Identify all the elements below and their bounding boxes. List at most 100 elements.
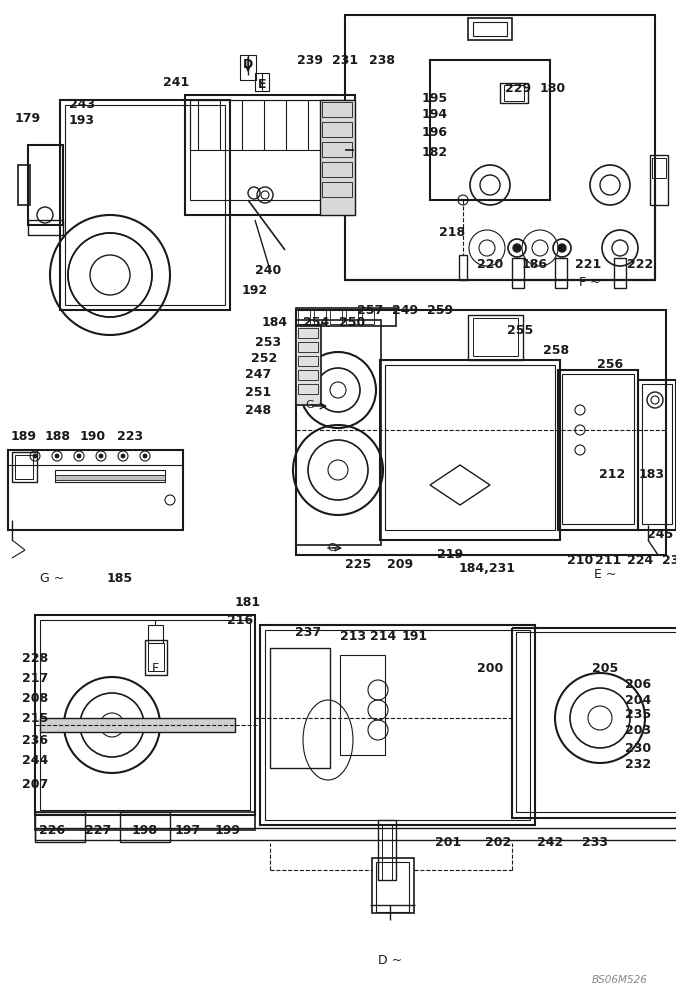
Bar <box>28 145 63 225</box>
Text: 216: 216 <box>227 613 253 626</box>
Text: 184,231: 184,231 <box>458 562 516 574</box>
Text: 207: 207 <box>22 778 48 792</box>
Text: 258: 258 <box>543 344 569 357</box>
Text: 191: 191 <box>402 631 428 644</box>
Text: 212: 212 <box>599 468 625 482</box>
Text: 196: 196 <box>422 125 448 138</box>
Bar <box>468 18 512 40</box>
Text: 231: 231 <box>332 53 358 66</box>
Text: 208: 208 <box>22 692 48 704</box>
Bar <box>148 643 164 671</box>
Bar <box>512 628 676 818</box>
Bar <box>18 165 30 205</box>
Text: 192: 192 <box>242 284 268 296</box>
Bar <box>504 85 524 101</box>
Bar <box>190 100 350 200</box>
Bar <box>296 320 381 545</box>
Bar <box>298 328 318 338</box>
Text: 241: 241 <box>163 76 189 89</box>
Bar <box>468 315 523 360</box>
Text: 237: 237 <box>295 626 321 640</box>
Text: 254: 254 <box>303 316 329 330</box>
Bar <box>555 258 567 288</box>
Text: 184: 184 <box>262 316 288 330</box>
Bar <box>652 158 666 178</box>
Bar <box>322 102 352 117</box>
Circle shape <box>558 244 566 252</box>
Text: 257: 257 <box>357 304 383 316</box>
Text: 256: 256 <box>597 359 623 371</box>
Text: 203: 203 <box>625 724 651 736</box>
Bar <box>473 318 518 356</box>
Text: F ~: F ~ <box>579 276 601 290</box>
Text: 182: 182 <box>422 145 448 158</box>
Bar <box>298 384 318 394</box>
Text: 253: 253 <box>255 336 281 349</box>
Text: 223: 223 <box>117 430 143 444</box>
Bar <box>28 220 63 235</box>
Bar <box>35 828 676 840</box>
Text: 190: 190 <box>80 430 106 444</box>
Text: 179: 179 <box>15 111 41 124</box>
Bar <box>55 475 165 480</box>
Text: 238: 238 <box>369 53 395 66</box>
Bar <box>340 655 385 755</box>
Text: 233: 233 <box>582 836 608 850</box>
Text: 218: 218 <box>439 226 465 238</box>
Text: D ~: D ~ <box>378 954 402 966</box>
Circle shape <box>143 454 147 458</box>
Bar <box>40 718 235 732</box>
Circle shape <box>33 454 37 458</box>
Text: 247: 247 <box>245 367 271 380</box>
Bar <box>55 470 165 482</box>
Bar <box>265 630 530 820</box>
Bar <box>642 384 672 524</box>
Text: 235: 235 <box>625 708 651 722</box>
Bar <box>322 182 352 197</box>
Bar <box>345 15 655 280</box>
Bar <box>185 95 355 215</box>
Bar <box>516 632 676 812</box>
Text: 236: 236 <box>22 734 48 746</box>
Text: BS06M526: BS06M526 <box>592 975 648 985</box>
Text: 221: 221 <box>575 258 601 271</box>
Text: 224: 224 <box>627 554 653 566</box>
Bar <box>330 310 342 324</box>
Bar <box>322 142 352 157</box>
Text: 200: 200 <box>477 662 503 674</box>
Bar <box>120 812 170 842</box>
Bar <box>240 55 256 80</box>
Text: 229: 229 <box>505 82 531 95</box>
Text: 183: 183 <box>639 468 665 482</box>
Bar <box>650 155 668 205</box>
Text: 226: 226 <box>39 824 65 836</box>
Text: 232: 232 <box>625 758 651 772</box>
Text: 201: 201 <box>435 836 461 850</box>
Text: 217: 217 <box>22 672 48 684</box>
Bar <box>322 162 352 177</box>
Text: 242: 242 <box>537 836 563 850</box>
Bar <box>362 310 374 324</box>
Bar <box>260 625 535 825</box>
Text: 188: 188 <box>45 430 71 444</box>
Text: 250: 250 <box>339 316 365 330</box>
Bar <box>298 310 310 324</box>
Bar <box>376 862 409 912</box>
Text: 251: 251 <box>245 385 271 398</box>
Bar <box>65 105 225 305</box>
Text: 180: 180 <box>540 82 566 95</box>
Bar <box>562 374 634 524</box>
Bar <box>473 22 507 36</box>
Text: E: E <box>258 79 266 92</box>
Bar <box>378 820 396 880</box>
Text: D: D <box>243 58 253 72</box>
Bar <box>15 455 33 479</box>
Bar <box>372 858 414 913</box>
Text: 220: 220 <box>477 258 503 271</box>
Text: 204: 204 <box>625 694 651 706</box>
Text: 197: 197 <box>175 824 201 836</box>
Bar <box>346 310 358 324</box>
Text: 202: 202 <box>485 836 511 850</box>
Bar <box>270 648 330 768</box>
Text: 206: 206 <box>625 678 651 692</box>
